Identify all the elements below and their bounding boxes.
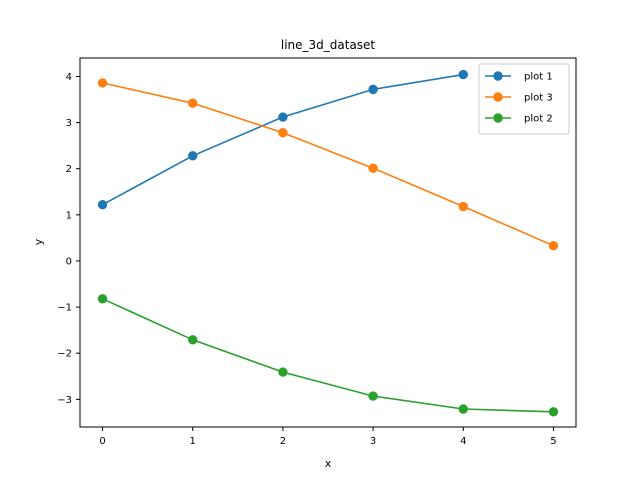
data-point-plot-2: [368, 391, 378, 401]
legend-marker-plot-3: [493, 92, 503, 102]
data-point-plot-2: [97, 294, 108, 304]
y-tick-label: 4: [66, 72, 72, 83]
legend-marker-plot-1: [493, 71, 503, 81]
legend-label-plot-2: plot 2: [524, 114, 553, 125]
data-point-plot-1: [278, 112, 288, 122]
y-tick-label: 1: [66, 210, 72, 221]
x-axis: 0 1 2 3 4 5: [99, 427, 557, 447]
series-line-plot-2: [102, 298, 554, 413]
data-point-plot-3: [548, 241, 559, 251]
y-tick-label: 2: [66, 164, 72, 175]
y-tick-label: −1: [57, 303, 72, 314]
data-point-plot-1: [188, 151, 198, 161]
data-point-plot-2: [188, 335, 198, 345]
plot-area: [97, 69, 559, 417]
data-point-plot-2: [548, 407, 559, 417]
y-tick-label: −2: [57, 349, 72, 360]
data-point-plot-3: [97, 78, 108, 88]
x-axis-label: x: [325, 457, 332, 470]
data-point-plot-3: [368, 163, 378, 173]
x-tick-label: 2: [280, 436, 286, 447]
data-point-plot-1: [368, 84, 378, 95]
y-tick-label: 3: [66, 118, 72, 129]
data-point-plot-3: [278, 128, 288, 138]
y-tick-label: −3: [57, 395, 72, 406]
data-point-plot-1: [97, 199, 108, 210]
x-tick-label: 5: [550, 436, 556, 447]
data-point-plot-2: [458, 404, 468, 414]
x-tick-label: 0: [99, 436, 105, 447]
x-tick-label: 1: [190, 436, 196, 447]
legend-marker-plot-2: [493, 113, 503, 123]
data-point-plot-3: [458, 201, 468, 212]
legend-label-plot-1: plot 1: [524, 72, 553, 83]
legend: plot 1 plot 3 plot 2: [478, 63, 570, 135]
data-point-plot-2: [278, 367, 288, 377]
y-axis-label: y: [32, 238, 45, 245]
x-tick-label: 4: [460, 436, 466, 447]
data-point-plot-3: [188, 98, 198, 108]
chart-title: line_3d_dataset: [281, 38, 376, 52]
axes-frame: [79, 57, 577, 428]
x-tick-label: 3: [370, 436, 376, 447]
data-point-plot-1: [458, 69, 468, 80]
series-line-plot-3: [102, 82, 554, 247]
y-axis: −3 −2 −1 0 1 2 3 4: [57, 72, 80, 406]
y-tick-label: 0: [66, 256, 72, 267]
legend-label-plot-3: plot 3: [524, 93, 553, 104]
